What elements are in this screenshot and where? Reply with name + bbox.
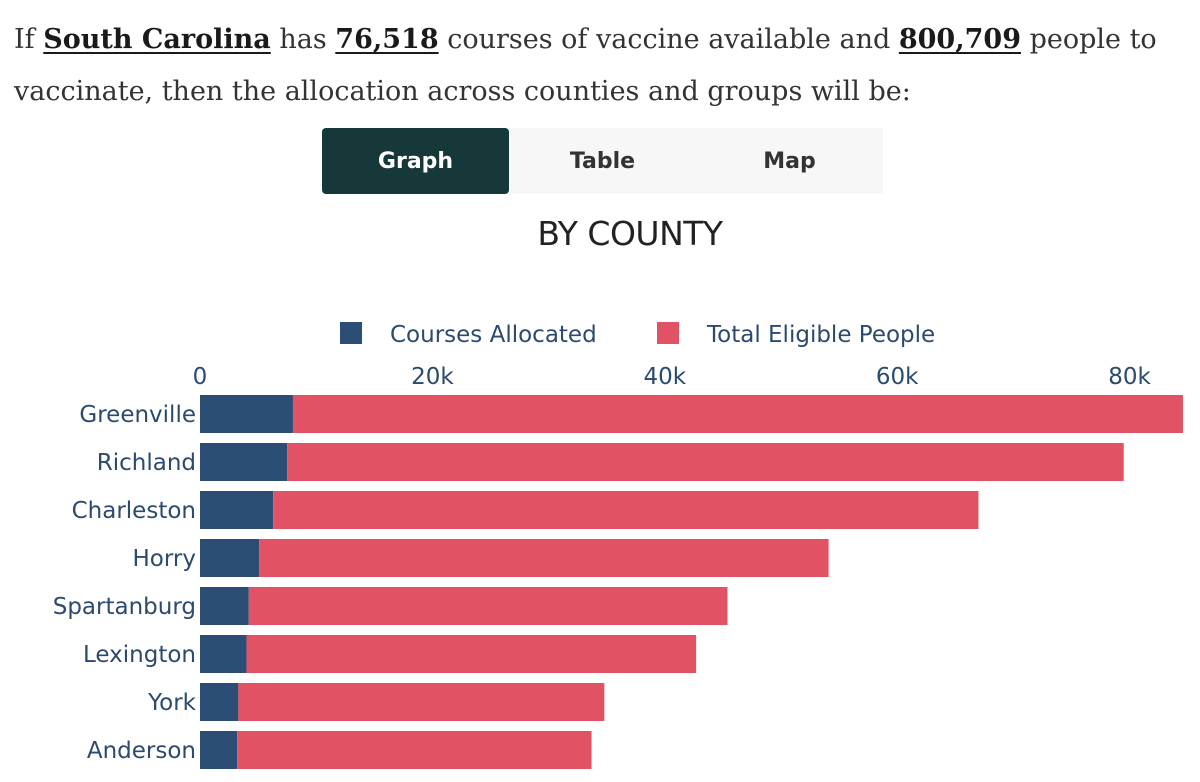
chart-title: BY COUNTY — [0, 214, 1200, 253]
bar-segment — [200, 443, 288, 481]
bar-segment — [238, 683, 605, 721]
bar-segment — [200, 587, 249, 625]
county-bar-chart: Courses Allocated Total Eligible People 0 2… — [53, 322, 1183, 769]
category-label: Spartanburg — [53, 594, 196, 620]
tab-map[interactable]: Map — [696, 128, 883, 194]
state-name: South Carolina — [43, 24, 271, 55]
intro-prefix: If — [14, 24, 35, 55]
bar-segment — [200, 539, 260, 577]
x-tick-label: 60k — [876, 364, 919, 390]
legend-swatch — [657, 322, 679, 344]
legend-swatch — [340, 322, 362, 344]
bar-segment — [248, 587, 728, 625]
bar-segment — [200, 491, 274, 529]
bar-segment — [200, 395, 293, 433]
tab-table[interactable]: Table — [509, 128, 696, 194]
chart-title-text: BY COUNTY — [537, 214, 723, 253]
x-tick-label: 40k — [643, 364, 686, 390]
intro-has: has — [279, 24, 327, 55]
bar-segment — [200, 683, 239, 721]
bar-segment — [237, 731, 592, 769]
x-tick-label: 0 — [193, 364, 208, 390]
bar-segment — [287, 443, 1124, 481]
bar-segment — [273, 491, 979, 529]
people-count: 800,709 — [898, 24, 1021, 55]
intro-suffix: people to vaccinate, then the allocation… — [14, 24, 1157, 107]
bar-segment — [259, 539, 829, 577]
category-label: Charleston — [72, 498, 196, 524]
category-label: York — [147, 690, 197, 716]
category-label: Lexington — [83, 642, 196, 668]
bar-segment — [200, 731, 238, 769]
view-tabs: Graph Table Map — [322, 128, 883, 194]
bar-segment — [246, 635, 697, 673]
category-label: Horry — [133, 546, 197, 572]
x-tick-label: 80k — [1108, 364, 1151, 390]
tab-graph[interactable]: Graph — [322, 128, 509, 194]
intro-middle: courses of vaccine available and — [447, 24, 891, 55]
intro-text: If South Carolina has 76,518 courses of … — [14, 14, 1194, 118]
legend-label: Courses Allocated — [390, 322, 597, 348]
category-label: Anderson — [87, 738, 196, 764]
legend-label: Total Eligible People — [706, 322, 935, 348]
bar-segment — [292, 395, 1183, 433]
courses-count: 76,518 — [335, 24, 439, 55]
category-label: Greenville — [79, 402, 196, 428]
x-tick-label: 20k — [411, 364, 454, 390]
bar-segment — [200, 635, 247, 673]
category-label: Richland — [97, 450, 196, 476]
